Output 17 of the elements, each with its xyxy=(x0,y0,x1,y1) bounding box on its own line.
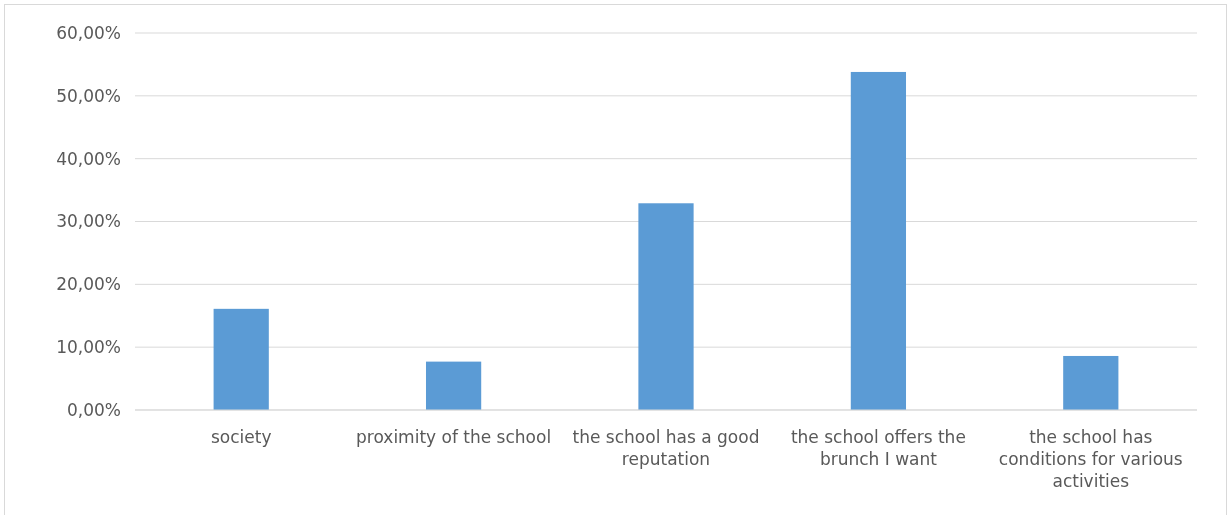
bar xyxy=(1063,355,1119,410)
y-tick-label: 10,00% xyxy=(56,337,121,358)
y-tick-label: 30,00% xyxy=(56,211,121,232)
y-tick-label: 20,00% xyxy=(56,274,121,295)
x-tick-label: proximity of the school xyxy=(356,427,552,447)
y-tick-label: 50,00% xyxy=(56,85,121,106)
y-tick-label: 0,00% xyxy=(66,399,121,420)
bar xyxy=(638,203,694,410)
y-tick-label: 40,00% xyxy=(56,148,121,169)
x-tick-label: the school has conditions for various activities xyxy=(998,427,1183,492)
bar xyxy=(213,308,269,410)
bar xyxy=(850,71,907,410)
y-tick-label: 60,00% xyxy=(56,22,121,43)
x-tick-label: the school has a good reputation xyxy=(572,427,760,470)
x-tick-label: the school offers the brunch I want xyxy=(790,427,966,470)
bar xyxy=(425,361,482,410)
x-tick-label: society xyxy=(210,427,272,447)
